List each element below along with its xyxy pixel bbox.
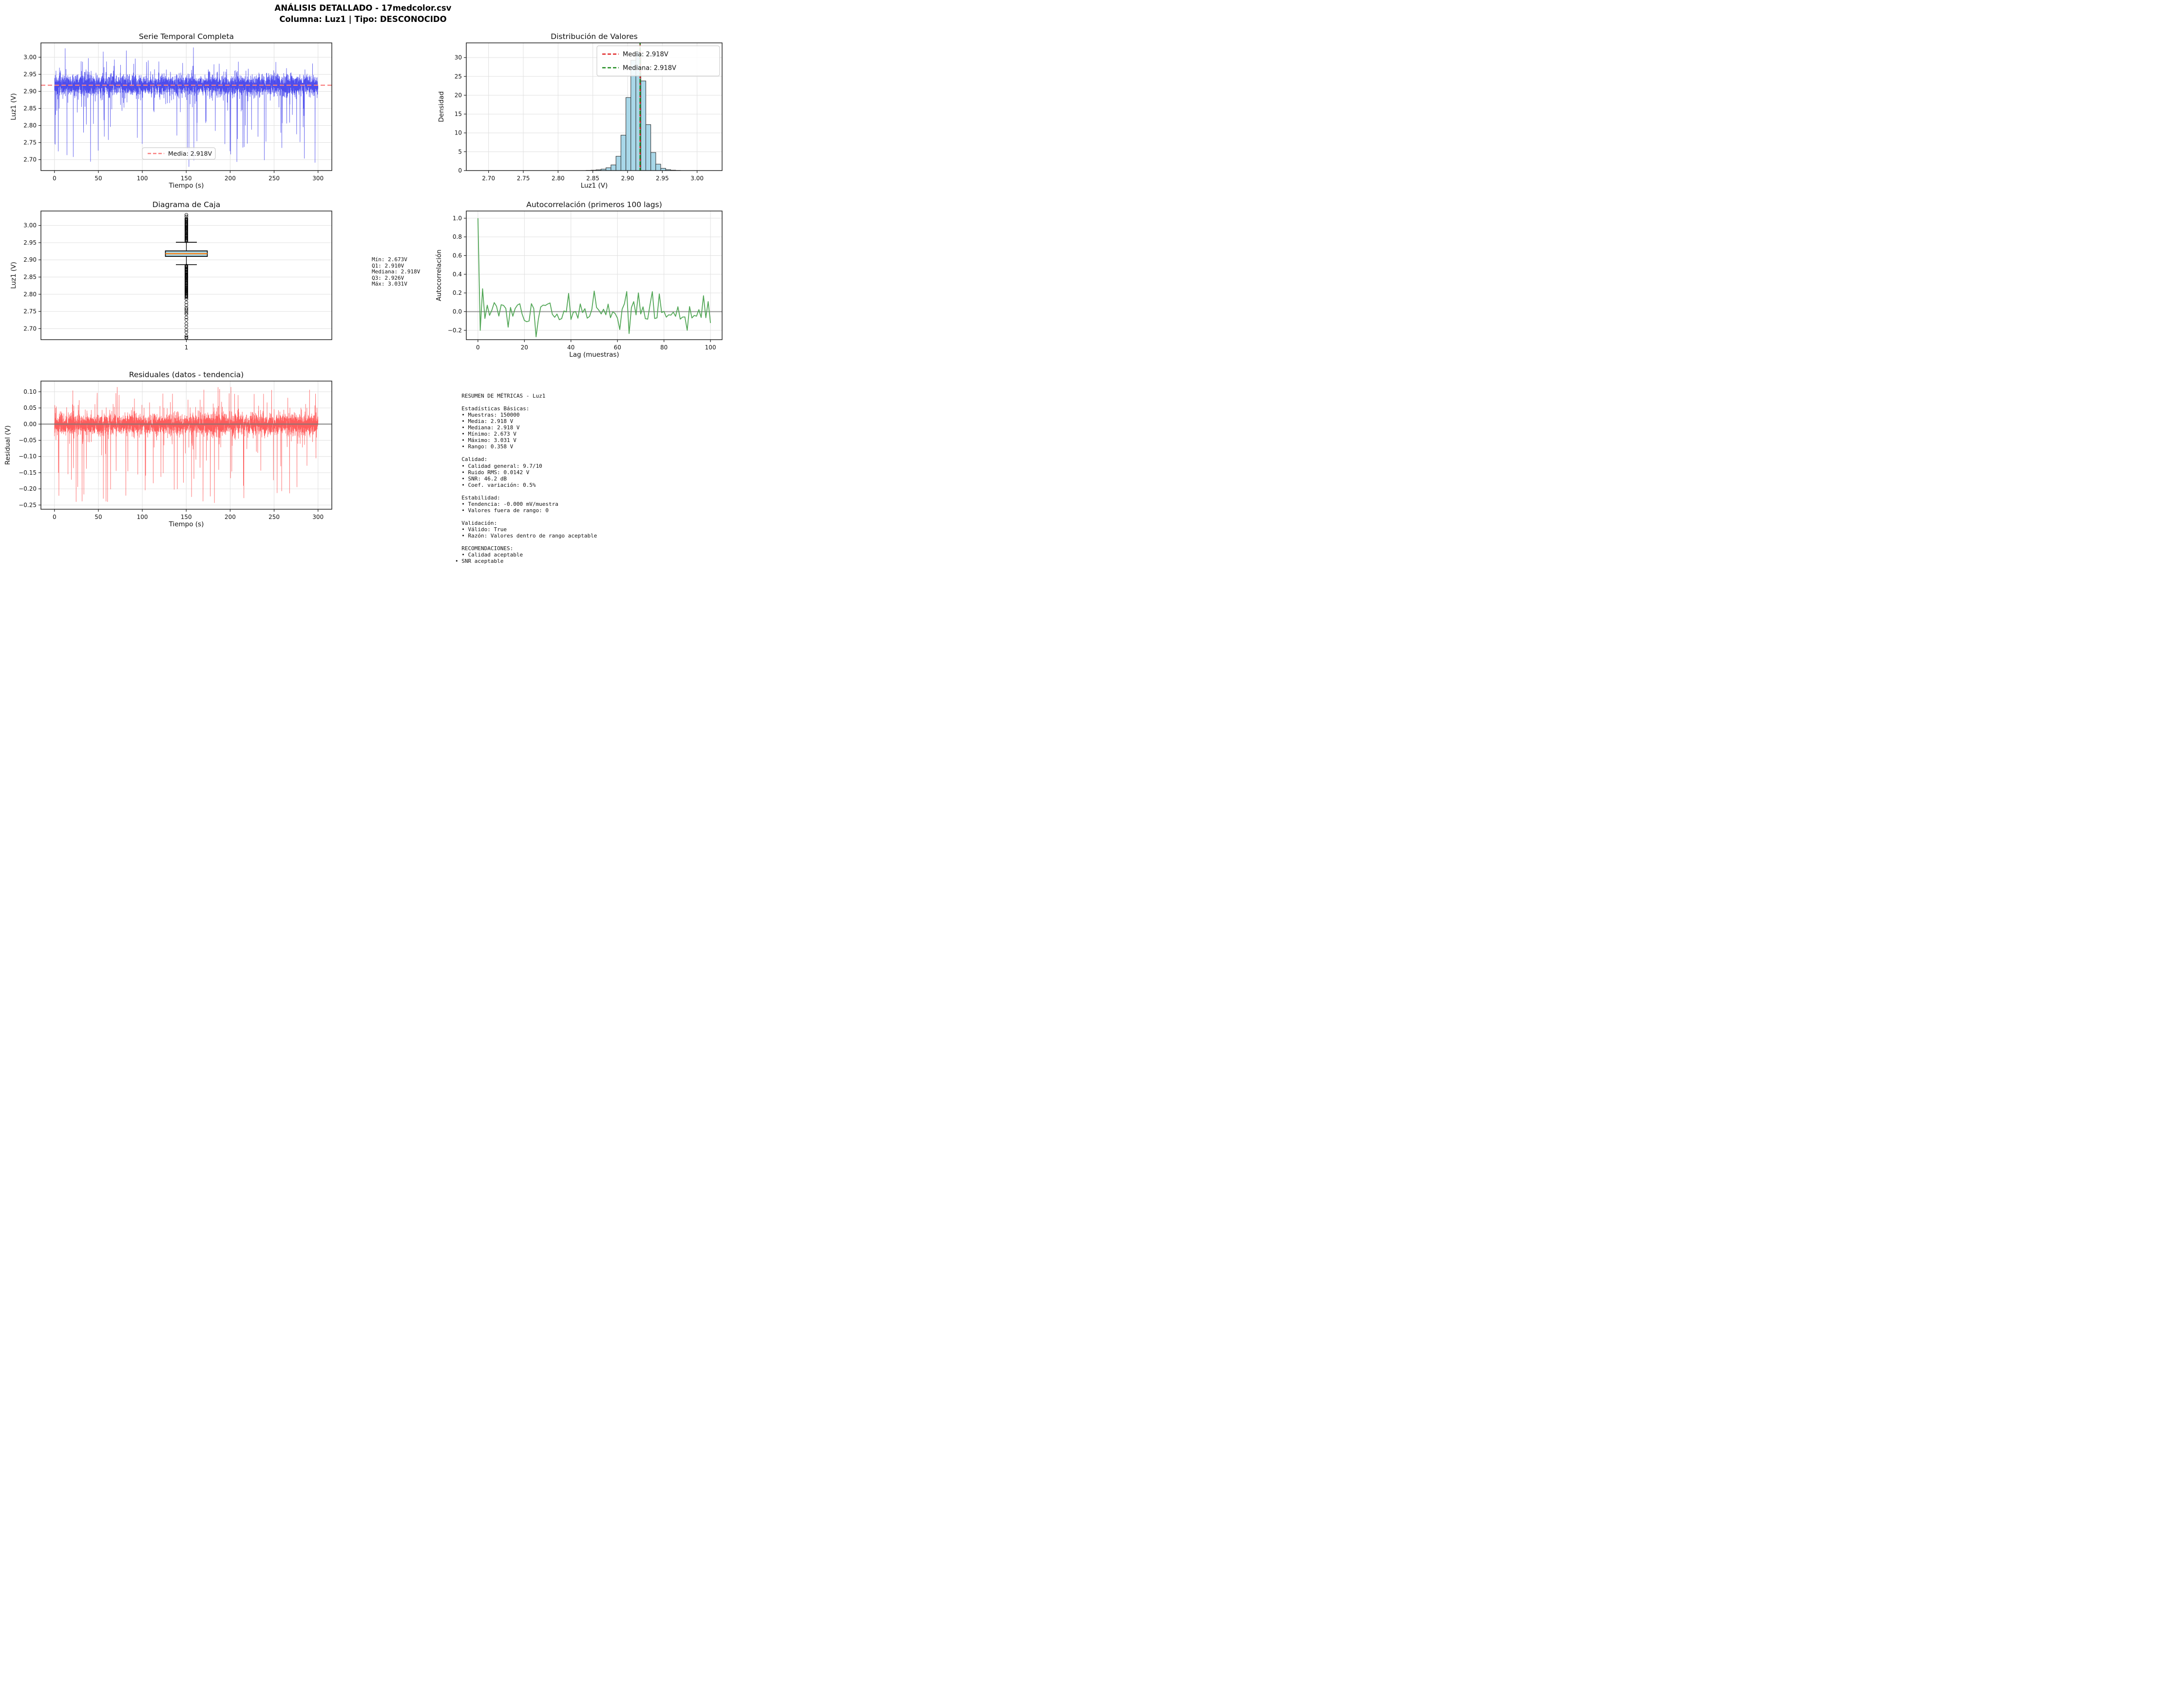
svg-text:Autocorrelación (primeros 100: Autocorrelación (primeros 100 lags) [526, 200, 662, 209]
svg-text:300: 300 [312, 175, 324, 182]
metrics-summary-text: RESUMEN DE MÉTRICAS - Luz1 Estadísticas … [455, 393, 597, 565]
svg-text:25: 25 [455, 73, 462, 80]
svg-text:−0.25: −0.25 [19, 501, 37, 508]
svg-text:Luz1 (V): Luz1 (V) [581, 182, 608, 190]
svg-text:0: 0 [458, 167, 462, 174]
svg-text:Tiempo (s): Tiempo (s) [169, 182, 204, 190]
svg-text:200: 200 [225, 514, 236, 520]
svg-text:0.6: 0.6 [453, 252, 462, 259]
svg-text:30: 30 [455, 54, 462, 61]
svg-text:2.90: 2.90 [23, 256, 37, 263]
svg-text:80: 80 [660, 344, 668, 351]
svg-text:2.95: 2.95 [23, 239, 37, 246]
svg-text:0.00: 0.00 [23, 421, 37, 427]
svg-text:0.8: 0.8 [453, 233, 462, 240]
svg-text:250: 250 [268, 175, 280, 182]
svg-text:0.10: 0.10 [23, 388, 37, 395]
svg-text:50: 50 [95, 514, 102, 520]
svg-text:1: 1 [185, 344, 189, 351]
svg-text:2.70: 2.70 [482, 175, 495, 182]
svg-text:Densidad: Densidad [438, 91, 445, 122]
svg-text:2.75: 2.75 [517, 175, 530, 182]
plot-distribucion: 2.70 2.75 2.80 2.85 2.90 2.95 3.00 0 5 10 15 20 25 30… [438, 32, 723, 190]
svg-text:Distribución de Valores: Distribución de Valores [551, 32, 637, 41]
svg-text:2.75: 2.75 [23, 308, 37, 315]
svg-text:0: 0 [476, 344, 480, 351]
svg-text:2.80: 2.80 [552, 175, 565, 182]
svg-text:40: 40 [567, 344, 574, 351]
svg-text:2.70: 2.70 [23, 156, 37, 163]
svg-text:Diagrama de Caja: Diagrama de Caja [153, 200, 220, 209]
plot-diagrama-caja: 1 2.70 2.75 2.80 2.85 2.90 2.95 3.00 Diagrama de… [10, 200, 332, 351]
svg-text:Media: 2.918V: Media: 2.918V [168, 150, 212, 157]
svg-text:0.05: 0.05 [23, 404, 37, 411]
plot-serie-temporal: 0 50 100 150 200 250 300 2.70 2.75 2.80 2.85 2.90 2.… [10, 32, 332, 190]
plot-residuales: 0 50 100 150 200 250 300 −0.25 −0.20 −0.15 −0.10 −0… [4, 370, 332, 528]
svg-text:−0.05: −0.05 [19, 437, 37, 444]
svg-text:2.85: 2.85 [23, 105, 37, 112]
svg-text:2.95: 2.95 [23, 71, 37, 77]
svg-text:2.70: 2.70 [23, 325, 37, 332]
svg-text:3.00: 3.00 [23, 54, 37, 60]
svg-text:0.4: 0.4 [453, 271, 462, 278]
svg-text:3.00: 3.00 [23, 222, 37, 229]
svg-text:250: 250 [268, 514, 280, 520]
svg-text:0.2: 0.2 [453, 289, 462, 296]
svg-text:0.0: 0.0 [453, 308, 462, 315]
svg-text:5: 5 [458, 148, 462, 155]
svg-text:2.95: 2.95 [656, 175, 669, 182]
svg-text:Lag (muestras): Lag (muestras) [569, 351, 619, 359]
svg-text:3.00: 3.00 [690, 175, 704, 182]
figure-canvas: 0 50 100 150 200 250 3002.702.752.802.852.902.… [4, 32, 723, 528]
svg-text:Media: 2.918V: Media: 2.918V [623, 51, 669, 58]
svg-text:50: 50 [95, 175, 102, 182]
svg-text:20: 20 [455, 92, 462, 98]
svg-text:2.75: 2.75 [23, 139, 37, 146]
svg-text:2.85: 2.85 [586, 175, 599, 182]
svg-text:100: 100 [137, 175, 148, 182]
svg-text:150: 150 [181, 175, 192, 182]
svg-text:2.90: 2.90 [23, 88, 37, 95]
svg-text:300: 300 [312, 514, 324, 520]
svg-text:Serie Temporal Completa: Serie Temporal Completa [139, 32, 234, 41]
svg-text:200: 200 [225, 175, 236, 182]
svg-text:60: 60 [614, 344, 621, 351]
suptitle-line1: ANÁLISIS DETALLADO - 17medcolor.csv [274, 3, 452, 13]
svg-text:−0.2: −0.2 [448, 327, 462, 334]
suptitle-line2: Columna: Luz1 | Tipo: DESCONOCIDO [279, 15, 447, 24]
svg-text:100: 100 [137, 514, 148, 520]
svg-text:10: 10 [455, 130, 462, 136]
svg-text:−0.20: −0.20 [19, 485, 37, 492]
boxplot-stats-text: Mín: 2.673V Q1: 2.910V Mediana: 2.918V Q… [372, 256, 420, 288]
figure: ANÁLISIS DETALLADO - 17medcolor.csv Colu… [0, 0, 726, 569]
svg-text:0: 0 [53, 175, 57, 182]
svg-text:1.0: 1.0 [453, 215, 462, 222]
svg-text:20: 20 [521, 344, 528, 351]
svg-text:Luz1 (V): Luz1 (V) [10, 93, 18, 120]
figure-suptitle: ANÁLISIS DETALLADO - 17medcolor.csv Colu… [0, 2, 726, 25]
svg-text:Autocorrelación: Autocorrelación [435, 249, 443, 301]
svg-text:−0.15: −0.15 [19, 469, 37, 476]
svg-text:2.80: 2.80 [23, 122, 37, 129]
svg-text:15: 15 [455, 111, 462, 117]
svg-text:Mediana: 2.918V: Mediana: 2.918V [623, 65, 676, 72]
svg-text:100: 100 [705, 344, 716, 351]
svg-text:−0.10: −0.10 [19, 453, 37, 460]
plot-autocorrelacion: 0 20 40 60 80 100 −0.2 0.0 0.2 0.4 0.6 0.8 1.0 Autoco… [435, 200, 723, 359]
svg-text:0: 0 [53, 514, 57, 520]
svg-text:Tiempo (s): Tiempo (s) [169, 520, 204, 528]
svg-text:Luz1 (V): Luz1 (V) [10, 262, 18, 289]
svg-text:2.90: 2.90 [621, 175, 634, 182]
svg-text:Residuales (datos - tendencia): Residuales (datos - tendencia) [129, 370, 244, 379]
svg-text:2.80: 2.80 [23, 291, 37, 298]
svg-text:Residual (V): Residual (V) [4, 425, 12, 465]
svg-text:150: 150 [181, 514, 192, 520]
svg-text:2.85: 2.85 [23, 274, 37, 281]
